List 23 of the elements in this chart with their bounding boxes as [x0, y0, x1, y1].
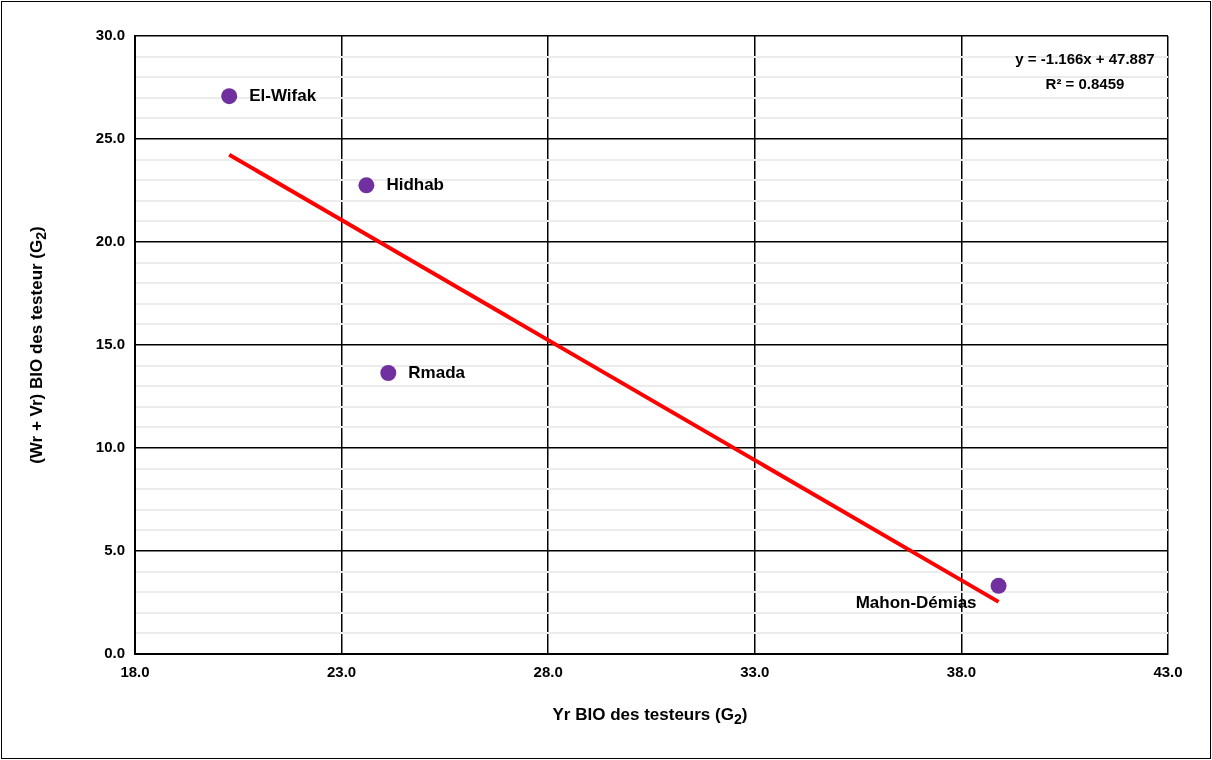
point	[380, 365, 397, 382]
annotation: y = -1.166x + 47.887	[1015, 50, 1155, 68]
annotation: El-Wifak	[249, 85, 317, 105]
point	[221, 88, 238, 105]
point	[990, 577, 1007, 594]
annotation: Hidhab	[386, 175, 444, 195]
y-tick-label: 30.0	[95, 26, 125, 44]
x-tick-label: 43.0	[1153, 663, 1183, 681]
annotation: Rmada	[408, 362, 466, 382]
x-axis-title: Yr BIO des testeurs (G$_{2}$)	[552, 705, 748, 728]
x-tick-label: 38.0	[946, 663, 976, 681]
y-tick-label: 25.0	[95, 129, 125, 147]
y-tick-label: 0.0	[104, 644, 125, 662]
x-tick-label: 28.0	[533, 663, 563, 681]
x-tick-label: 33.0	[740, 663, 770, 681]
annotation: R² = 0.8459	[1045, 75, 1125, 93]
x-tick-label: 18.0	[120, 663, 150, 681]
y-tick-label: 5.0	[104, 541, 125, 559]
point	[358, 177, 375, 194]
y-tick-label: 20.0	[95, 232, 125, 250]
y-tick-label: 15.0	[95, 335, 125, 353]
x-tick-label: 23.0	[327, 663, 357, 681]
y-tick-label: 10.0	[95, 438, 125, 456]
